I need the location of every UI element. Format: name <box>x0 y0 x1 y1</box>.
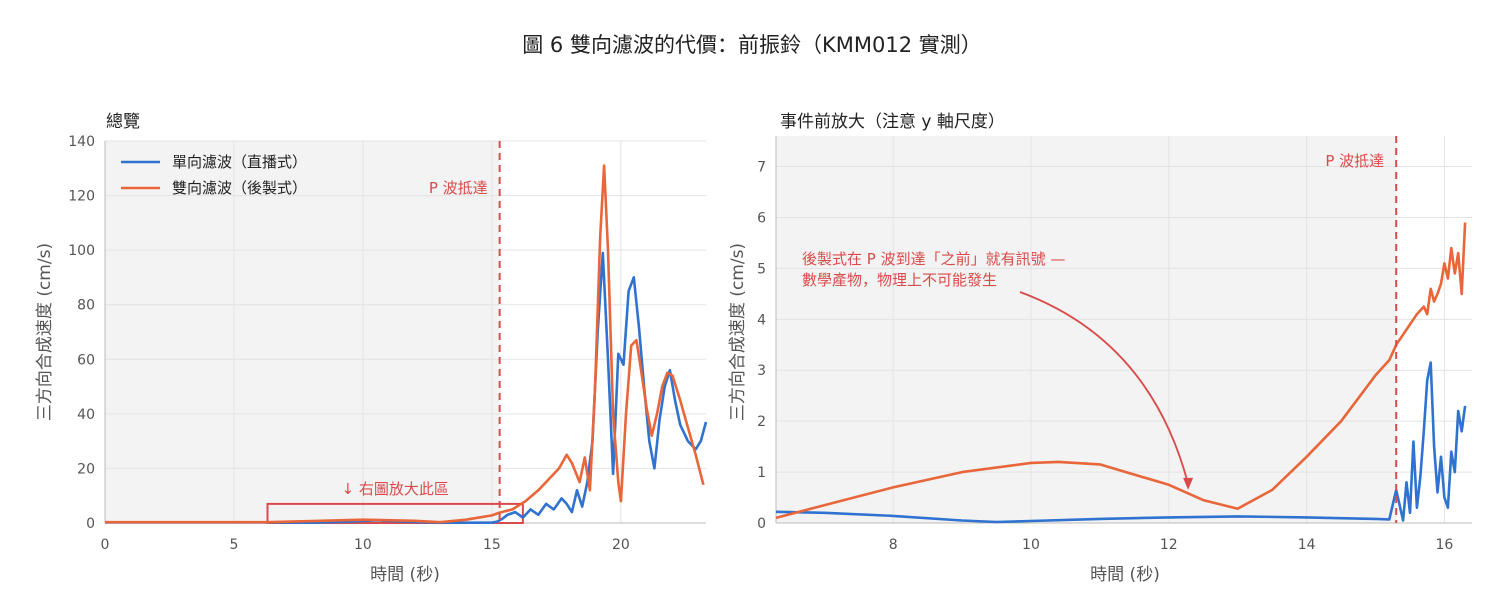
overview-subtitle: 總覽 <box>106 112 140 132</box>
zoom-region-label: ↓ 右圖放大此區 <box>342 480 449 498</box>
overview-y-tick-label-5: 100 <box>68 243 95 259</box>
overview-line-causal <box>105 251 708 525</box>
zoom-x-axis-label: 時間 (秒) <box>1090 565 1160 585</box>
zoom-x-tick-label-0: 8 <box>889 537 898 553</box>
zoom-x-tick-label-4: 16 <box>1436 537 1454 553</box>
overview-y-tick-label-6: 120 <box>68 189 95 205</box>
overview-x-tick-label-2: 10 <box>354 537 372 553</box>
zoom-y-tick-label-4: 4 <box>757 312 766 328</box>
overview-plot: 0 5 10 15 20 0 20 40 60 80 100 120 140 ↓ 右圖放大此區 P 波抵達 <box>68 134 708 553</box>
zoom-x-tick-label-1: 10 <box>1022 537 1040 553</box>
zoom-y-tick-label-0: 0 <box>757 516 766 532</box>
zoom-x-tick-label-3: 14 <box>1298 537 1316 553</box>
overview-y-tick-label-2: 40 <box>77 407 95 423</box>
zoom-y-axis-label: 三方向合成速度 (cm/s) <box>728 243 748 421</box>
zoom-x-tick-label-2: 12 <box>1160 537 1178 553</box>
overview-y-tick-label-1: 20 <box>77 461 95 477</box>
overview-x-tick-label-0: 0 <box>101 537 110 553</box>
zoom-y-tick-label-2: 2 <box>757 414 766 430</box>
pre-ringing-arrowhead <box>1183 477 1194 490</box>
overview-x-tick-label-4: 20 <box>612 537 630 553</box>
overview-x-axis-label: 時間 (秒) <box>370 565 440 585</box>
zoom-y-tick-label-6: 6 <box>757 210 766 226</box>
overview-legend: 單向濾波（直播式） 雙向濾波（後製式） <box>121 153 307 197</box>
zoom-p-arrival-label: P 波抵達 <box>1325 152 1384 170</box>
zoom-y-tick-label-1: 1 <box>757 465 766 481</box>
zoom-y-tick-label-7: 7 <box>757 160 766 176</box>
zoom-y-tick-label-5: 5 <box>757 261 766 277</box>
overview-y-axis-label: 三方向合成速度 (cm/s) <box>35 243 55 421</box>
overview-x-tick-label-1: 5 <box>230 537 239 553</box>
overview-y-tick-label-4: 80 <box>77 298 95 314</box>
overview-line-zero-phase <box>105 164 705 524</box>
legend-label-causal: 單向濾波（直播式） <box>172 153 307 171</box>
pre-ringing-note-line-1: 後製式在 P 波到達「之前」就有訊號 — <box>802 250 1065 268</box>
overview-y-tick-label-7: 140 <box>68 134 95 150</box>
zoom-pre-event-shade <box>776 136 1397 523</box>
legend-label-zero-phase: 雙向濾波（後製式） <box>172 179 307 197</box>
zoom-line-zero-phase <box>775 222 1467 520</box>
zoom-region-box <box>266 502 524 524</box>
pre-ringing-arrow <box>1019 291 1189 485</box>
overview-y-tick-label-0: 0 <box>86 516 95 532</box>
overview-p-arrival-label: P 波抵達 <box>429 179 488 197</box>
pre-ringing-note-line-2: 數學產物，物理上不可能發生 <box>802 271 997 289</box>
zoom-subtitle: 事件前放大（注意 y 軸尺度） <box>780 112 1005 132</box>
overview-x-tick-label-3: 15 <box>483 537 501 553</box>
zoom-y-tick-label-3: 3 <box>757 363 766 379</box>
overview-y-tick-label-3: 60 <box>77 352 95 368</box>
figure-title: 圖 6 雙向濾波的代價：前振鈴（KMM012 實測） <box>522 33 981 57</box>
zoom-line-causal <box>775 361 1467 524</box>
overview-pre-event-shade <box>105 141 500 523</box>
